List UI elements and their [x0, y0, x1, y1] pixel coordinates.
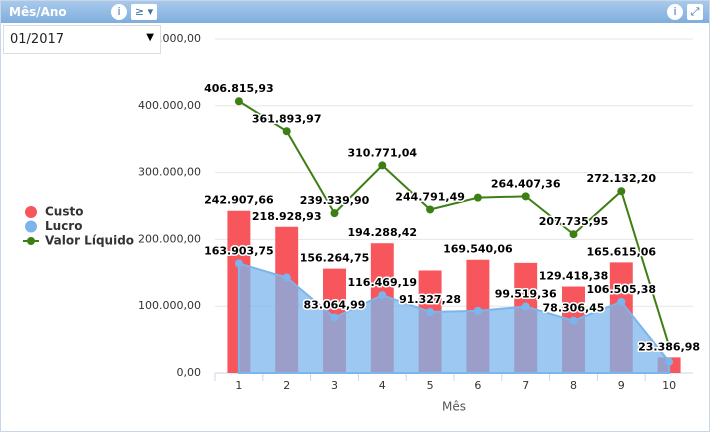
- marker: [521, 302, 530, 311]
- legend-label: Custo: [45, 205, 83, 219]
- x-tick-label: 7: [522, 379, 529, 392]
- x-tick-label: 10: [662, 379, 676, 392]
- expand-button[interactable]: ⤢: [687, 4, 703, 20]
- y-tick-label: 200.000,00: [138, 232, 201, 245]
- data-label: 272.132,20: [587, 172, 657, 185]
- x-tick-label: 1: [235, 379, 242, 392]
- line: [238, 100, 671, 347]
- x-tick-label: 4: [379, 379, 386, 392]
- data-label: 165.615,06: [587, 245, 657, 258]
- marker: [521, 192, 530, 201]
- marker: [330, 313, 339, 322]
- header: Mês/Ano i ≥ ▾ i ⤢: [1, 1, 709, 23]
- data-label: 106.505,38: [587, 283, 657, 296]
- data-label: 242.907,66: [204, 194, 274, 207]
- filter-label: Mês/Ano: [9, 5, 67, 19]
- marker: [473, 193, 482, 202]
- data-label: 264.407,36: [491, 177, 561, 190]
- marker: [569, 316, 578, 325]
- dropdown-value: 01/2017: [10, 32, 65, 47]
- marker: [378, 291, 387, 300]
- x-tick-label: 6: [474, 379, 481, 392]
- data-label: 169.540,06: [443, 243, 513, 256]
- legend-label: Valor Líquido: [45, 234, 134, 248]
- legend-label: Lucro: [45, 219, 82, 233]
- operator-button[interactable]: ≥ ▾: [131, 4, 157, 20]
- data-label: 239.339,90: [300, 194, 370, 207]
- marker: [282, 273, 291, 282]
- marker: [473, 306, 482, 315]
- x-tick-label: 3: [331, 379, 338, 392]
- data-label: 91.327,28: [399, 293, 461, 306]
- dropdown[interactable]: 01/2017 ▼: [3, 25, 161, 54]
- marker: [234, 97, 243, 106]
- data-label: 218.928,93: [252, 210, 322, 223]
- x-tick-label: 8: [570, 379, 577, 392]
- data-label: 99.519,36: [495, 288, 557, 301]
- data-label: 156.264,75: [300, 252, 370, 265]
- marker: [426, 205, 435, 214]
- data-label: 163.903,75: [204, 245, 274, 258]
- data-label: 406.815,93: [204, 82, 274, 95]
- data-label: 207.735,95: [539, 215, 609, 228]
- info-button[interactable]: i: [667, 4, 683, 20]
- marker: [378, 161, 387, 170]
- data-label: 78.306,45: [543, 302, 605, 315]
- data-label: 83.064,99: [304, 299, 366, 312]
- legend-symbol: [25, 206, 37, 218]
- marker: [569, 230, 578, 239]
- data-label: 194.288,42: [348, 226, 418, 239]
- marker: [617, 187, 626, 196]
- info-button[interactable]: i: [111, 4, 127, 20]
- marker: [426, 307, 435, 316]
- marker: [665, 342, 674, 351]
- x-axis-title: Mês: [442, 400, 466, 414]
- data-label: 129.418,38: [539, 270, 609, 283]
- marker: [282, 127, 291, 136]
- x-tick-label: 5: [427, 379, 434, 392]
- x-tick-label: 9: [618, 379, 625, 392]
- data-label: 310.771,04: [348, 146, 418, 159]
- data-label: 116.469,19: [348, 276, 418, 289]
- marker: [330, 209, 339, 218]
- marker: [617, 297, 626, 306]
- marker: [234, 259, 243, 268]
- data-label: 361.893,97: [252, 112, 322, 125]
- legend-symbol: [27, 237, 35, 245]
- x-tick-label: 2: [283, 379, 290, 392]
- y-tick-label: 400.000,00: [138, 99, 201, 112]
- data-label: 244.791,49: [395, 190, 465, 203]
- marker: [665, 357, 674, 366]
- y-tick-label: 100.000,00: [138, 299, 201, 312]
- y-tick-label: 300.000,00: [138, 166, 201, 179]
- legend-symbol: [25, 220, 37, 233]
- y-tick-label: 0,00: [177, 366, 202, 379]
- data-label: 23.386,98: [638, 340, 700, 353]
